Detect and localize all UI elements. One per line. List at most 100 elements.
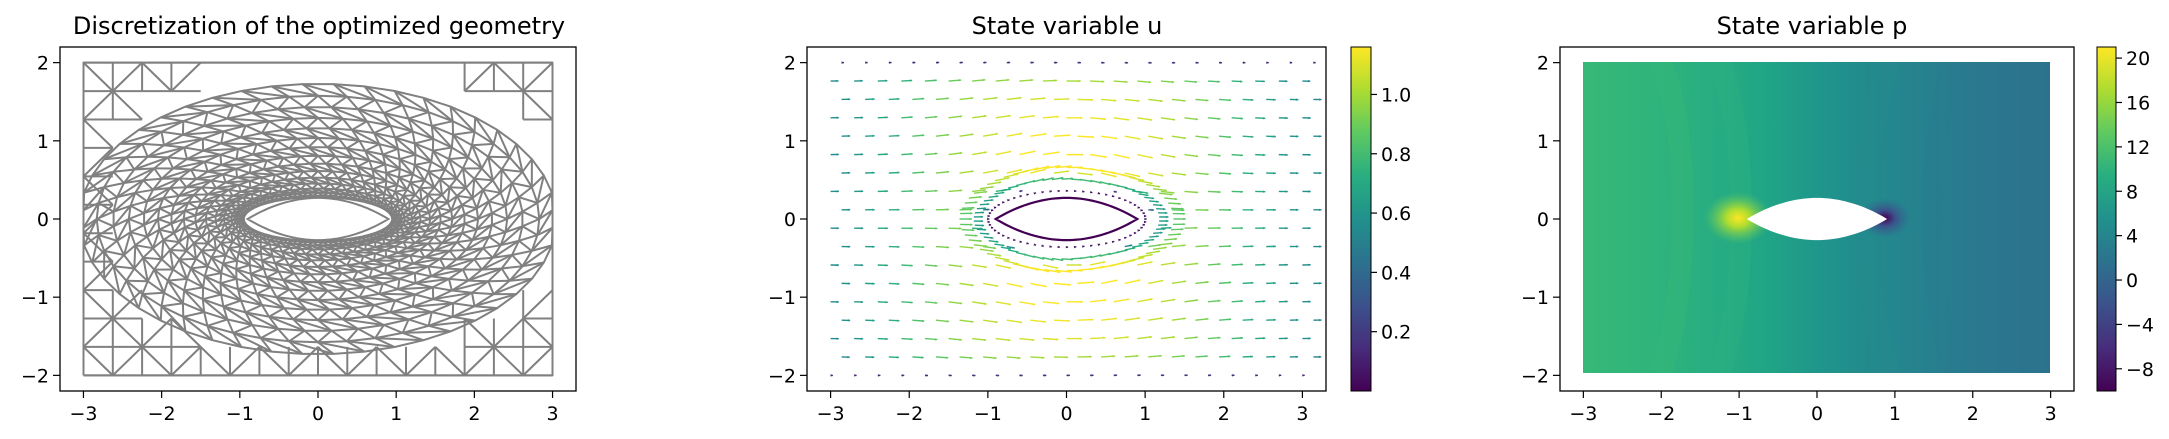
mesh-edge <box>167 280 184 304</box>
mesh-edge <box>153 269 165 294</box>
mesh-edge <box>331 170 339 180</box>
velocity-arrowhead <box>1160 137 1164 140</box>
mesh-edge <box>260 253 263 261</box>
mesh-edge <box>468 279 489 283</box>
velocity-arrowhead <box>997 231 1000 235</box>
velocity-arrow <box>1042 301 1060 305</box>
mesh-edge <box>173 193 195 206</box>
mesh-edge <box>531 244 553 252</box>
x-tick-label: 2 <box>468 403 480 425</box>
mesh-edge <box>471 189 484 199</box>
velocity-arrowhead <box>1182 354 1185 358</box>
velocity-arrow <box>1006 168 1023 174</box>
velocity-arrowhead <box>1091 374 1094 377</box>
mesh-edge <box>220 153 237 161</box>
velocity-arrowhead <box>1008 150 1012 154</box>
mesh-edge <box>414 293 434 301</box>
velocity-arrow <box>1145 183 1161 188</box>
mesh-edge <box>341 157 354 166</box>
velocity-arrowhead <box>1160 174 1164 177</box>
velocity-arrowhead <box>897 134 900 137</box>
velocity-arrowhead <box>1068 134 1071 137</box>
velocity-arrowhead <box>981 211 985 214</box>
mesh-edge <box>346 346 378 377</box>
mesh-edge <box>365 243 376 249</box>
mesh-edge <box>274 257 286 265</box>
mesh-edge <box>351 120 368 131</box>
mesh-edge <box>419 249 426 258</box>
velocity-arrow <box>959 97 974 101</box>
x-tick-label: 3 <box>2045 403 2057 425</box>
velocity-arrowhead <box>1160 279 1164 283</box>
velocity-arrowhead <box>1183 136 1186 140</box>
velocity-arrowhead <box>1140 209 1143 212</box>
velocity-arrowhead <box>1019 96 1022 100</box>
mesh-edge <box>473 117 477 132</box>
mesh-edge <box>452 130 475 136</box>
velocity-arrowhead <box>921 134 925 137</box>
mesh-edge <box>425 194 430 207</box>
velocity-arrowhead <box>973 374 976 377</box>
mesh-lines <box>82 61 554 377</box>
mesh-edge <box>288 95 306 109</box>
mesh-edge <box>334 155 343 166</box>
mesh-edge <box>325 162 348 174</box>
mesh-edge <box>536 209 554 236</box>
velocity-arrowhead <box>1273 135 1276 138</box>
velocity-arrowhead <box>847 98 851 101</box>
mesh-edge <box>195 173 224 181</box>
velocity-arrowhead <box>1019 195 1022 198</box>
velocity-arrowhead <box>1150 298 1153 301</box>
mesh-edge <box>440 218 453 224</box>
mesh-edge <box>403 194 416 197</box>
velocity-arrow <box>1124 355 1139 358</box>
velocity-arrow <box>1171 280 1187 285</box>
velocity-arrowhead <box>959 265 963 268</box>
velocity-arrow <box>1137 153 1153 159</box>
mesh-edge <box>162 197 175 206</box>
mesh-edge <box>224 247 230 256</box>
velocity-arrowhead <box>1166 219 1169 223</box>
velocity-arrow <box>1003 260 1019 265</box>
mesh-edge <box>260 189 271 195</box>
velocity-arrowhead <box>1178 202 1181 205</box>
velocity-arrowhead <box>921 282 925 286</box>
mesh-edge <box>91 156 127 177</box>
velocity-arrow <box>1124 98 1140 102</box>
mesh-edge <box>228 247 238 262</box>
mesh-edge <box>522 261 544 268</box>
mesh-edge <box>307 289 319 301</box>
mesh-edge <box>185 242 195 252</box>
mesh-edge <box>348 194 353 199</box>
mesh-edge <box>293 248 302 255</box>
mesh-edge <box>160 249 171 260</box>
mesh-edge <box>183 289 205 313</box>
mesh-edge <box>411 131 416 144</box>
velocity-arrowhead <box>1032 302 1036 306</box>
mesh-edge <box>82 232 114 263</box>
velocity-arrowhead <box>934 79 937 82</box>
velocity-arrow <box>1044 164 1061 170</box>
velocity-arrowhead <box>1251 135 1254 138</box>
mesh-edge <box>441 232 463 245</box>
velocity-arrowhead <box>860 226 864 230</box>
mesh-edge <box>345 147 354 159</box>
velocity-arrowhead <box>1308 300 1311 303</box>
velocity-arrowhead <box>1251 172 1254 175</box>
velocity-arrowhead <box>1114 374 1118 377</box>
mesh-edge <box>432 150 446 171</box>
velocity-arrowhead <box>1132 176 1136 179</box>
mesh-edge <box>325 155 337 165</box>
velocity-arrowhead <box>987 217 990 221</box>
mesh-edge <box>317 329 333 344</box>
velocity-arrowhead <box>836 300 839 304</box>
mesh-edge <box>333 83 376 101</box>
mesh-edge <box>351 307 368 318</box>
velocity-arrow <box>1148 135 1164 140</box>
mesh-edge <box>293 318 332 332</box>
velocity-arrowhead <box>1296 318 1299 322</box>
pressure-obstacle <box>1746 197 1888 241</box>
velocity-arrowhead <box>860 153 864 156</box>
mesh-edge <box>116 191 136 199</box>
mesh-edge <box>302 259 312 268</box>
